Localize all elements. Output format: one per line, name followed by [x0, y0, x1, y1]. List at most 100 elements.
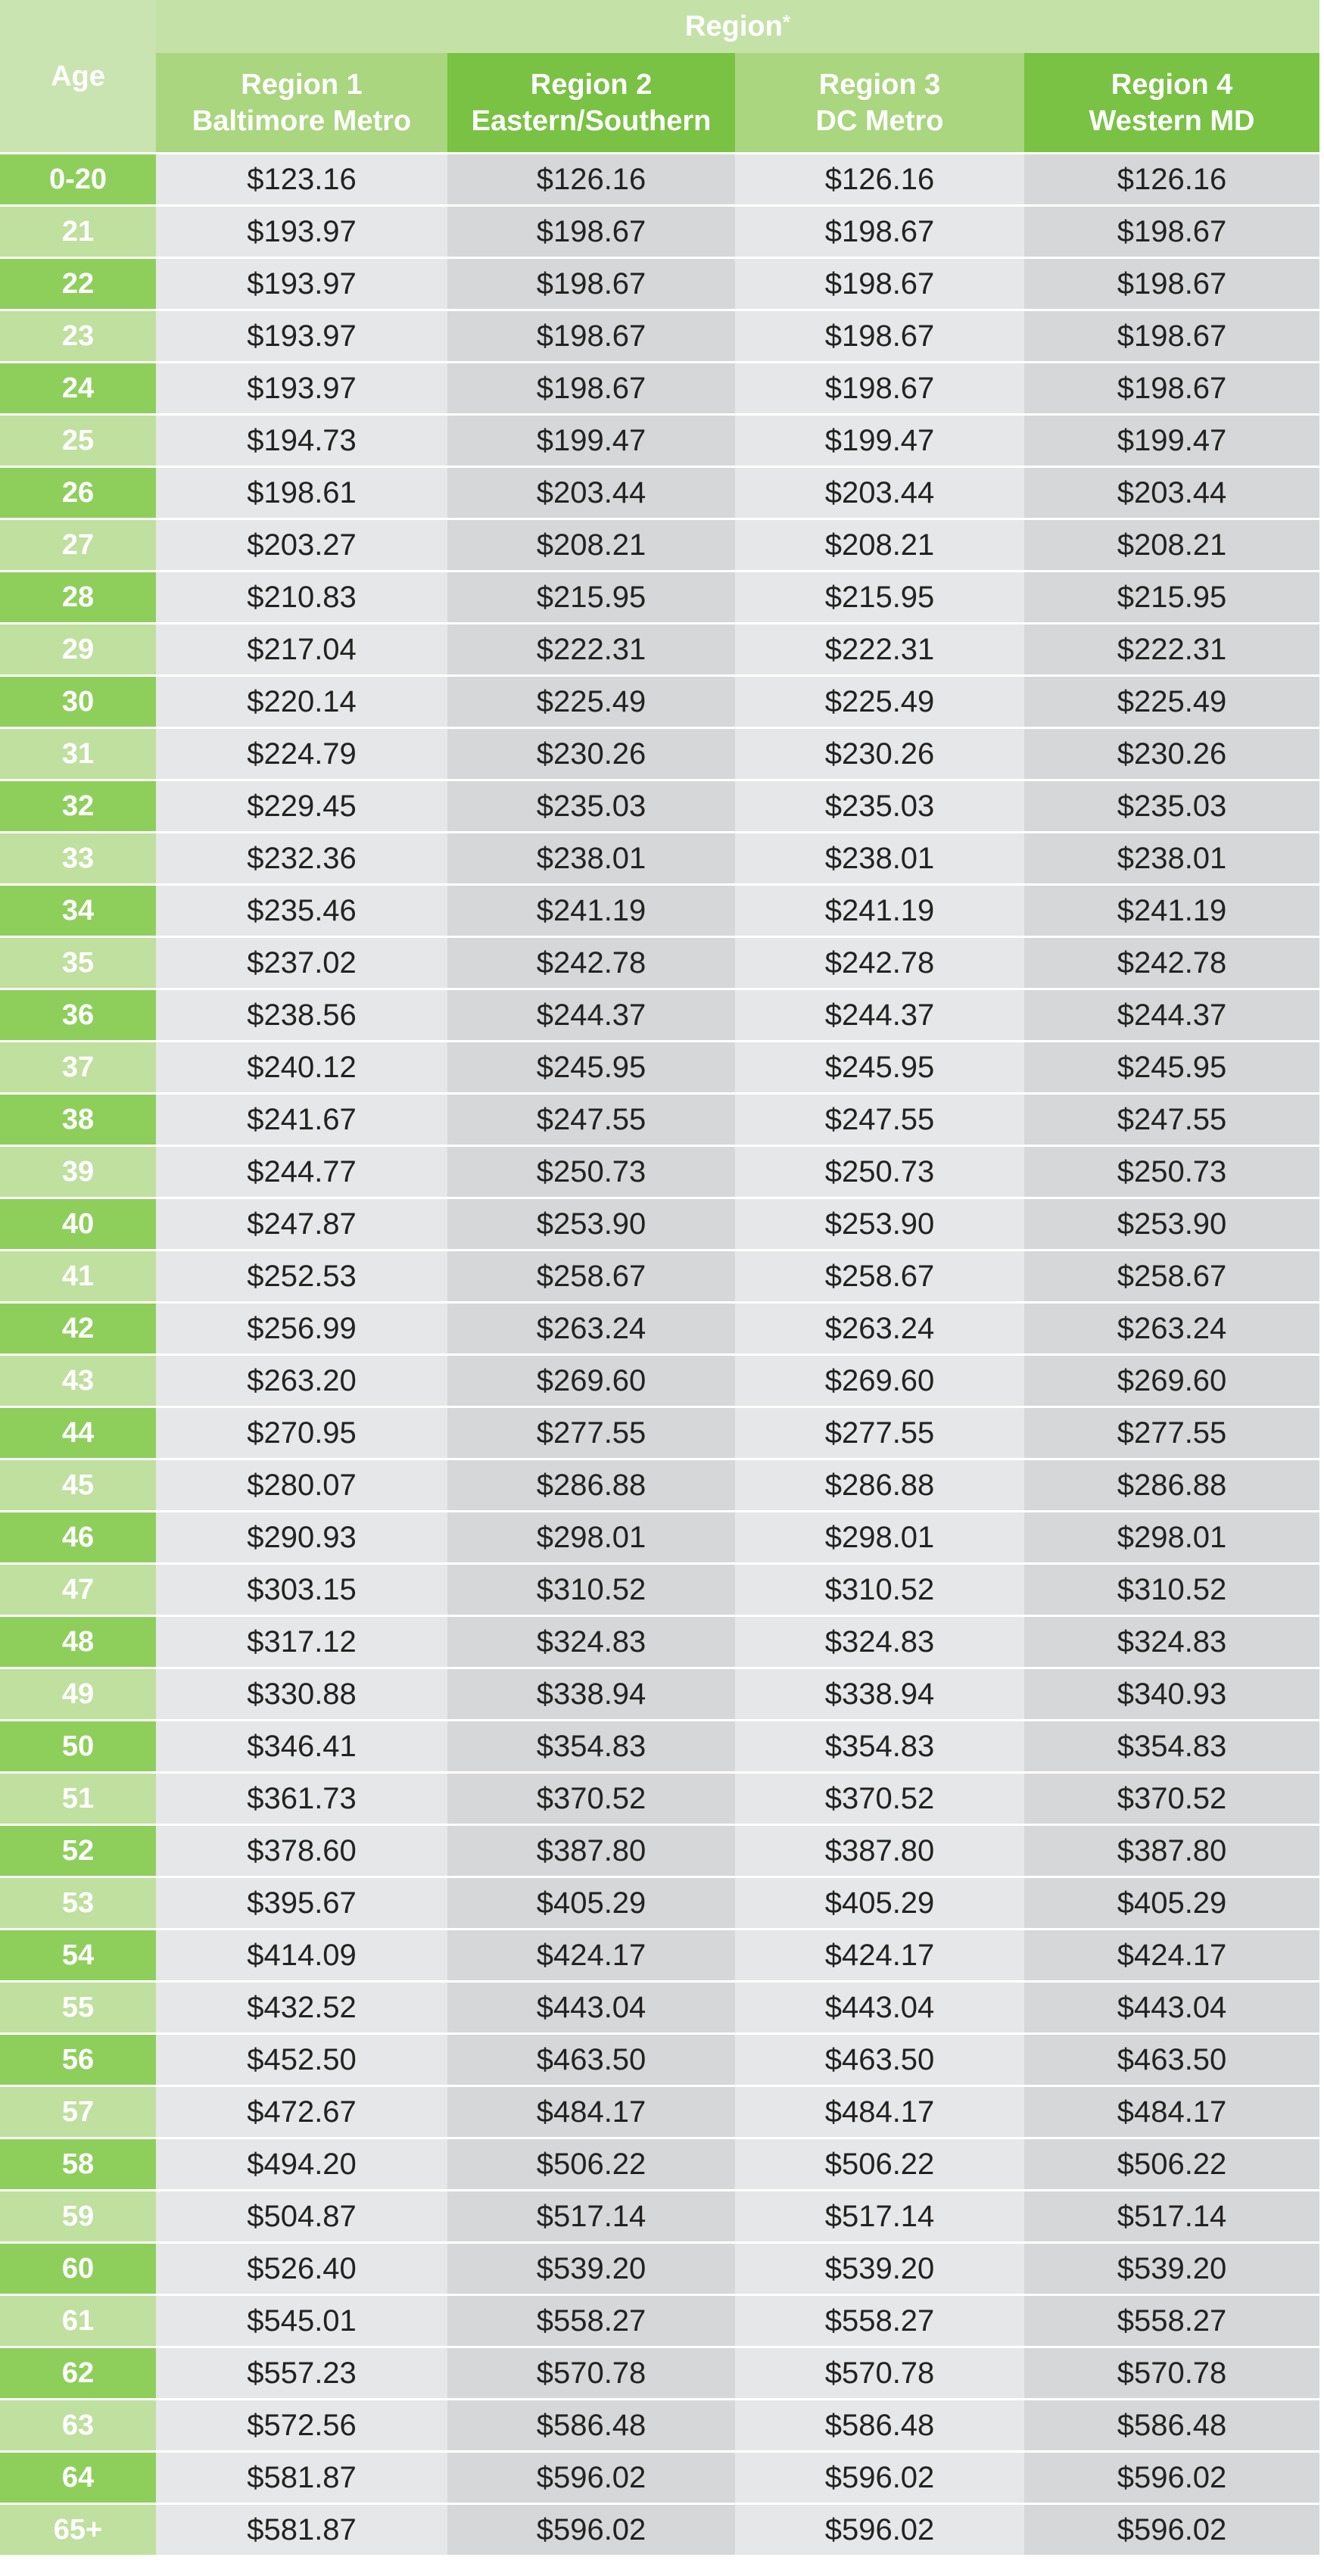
age-cell: 46	[0, 1512, 156, 1565]
rate-cell-region-2: $250.73	[447, 1147, 735, 1199]
rate-cell-region-1: $252.53	[156, 1251, 447, 1304]
rate-cell-region-3: $570.78	[735, 2348, 1024, 2400]
rate-cell-region-1: $247.87	[156, 1199, 447, 1251]
rate-cell-region-3: $215.95	[735, 572, 1024, 625]
rate-cell-region-3: $242.78	[735, 938, 1024, 990]
rate-cell-region-2: $506.22	[447, 2139, 735, 2191]
rate-cell-region-4: $258.67	[1024, 1251, 1319, 1304]
rate-cell-region-2: $198.67	[447, 363, 735, 416]
rate-cell-region-2: $225.49	[447, 677, 735, 729]
rate-cell-region-4: $310.52	[1024, 1565, 1319, 1617]
rate-cell-region-3: $258.67	[735, 1251, 1024, 1304]
age-cell: 36	[0, 990, 156, 1042]
rate-cell-region-4: $517.14	[1024, 2191, 1319, 2244]
rate-cell-region-1: $235.46	[156, 886, 447, 938]
age-cell: 62	[0, 2348, 156, 2400]
age-cell: 65+	[0, 2505, 156, 2557]
rate-cell-region-3: $596.02	[735, 2453, 1024, 2505]
age-cell: 25	[0, 416, 156, 468]
region-header-area: Eastern/Southern	[471, 104, 712, 137]
rate-cell-region-3: $247.55	[735, 1095, 1024, 1147]
rate-cell-region-1: $220.14	[156, 677, 447, 729]
rate-cell-region-1: $361.73	[156, 1774, 447, 1826]
rate-cell-region-1: $193.97	[156, 259, 447, 311]
age-cell: 33	[0, 833, 156, 886]
rate-cell-region-2: $517.14	[447, 2191, 735, 2244]
rate-cell-region-4: $245.95	[1024, 1042, 1319, 1095]
region-footnote-marker: *	[782, 10, 790, 33]
rate-cell-region-3: $405.29	[735, 1878, 1024, 1930]
rate-cell-region-1: $303.15	[156, 1565, 447, 1617]
rate-cell-region-1: $330.88	[156, 1669, 447, 1721]
rate-cell-region-4: $242.78	[1024, 938, 1319, 990]
region-header-area: Western MD	[1089, 104, 1255, 137]
age-cell: 22	[0, 259, 156, 311]
rate-cell-region-4: $405.29	[1024, 1878, 1319, 1930]
rate-cell-region-1: $198.61	[156, 468, 447, 520]
region-header-name: Region 2	[530, 68, 653, 101]
rate-cell-region-2: $286.88	[447, 1460, 735, 1512]
rate-cell-region-1: $346.41	[156, 1721, 447, 1774]
rate-cell-region-4: $286.88	[1024, 1460, 1319, 1512]
rate-cell-region-3: $539.20	[735, 2244, 1024, 2296]
rate-cell-region-1: $414.09	[156, 1930, 447, 1983]
rate-cell-region-1: $494.20	[156, 2139, 447, 2191]
rate-cell-region-2: $230.26	[447, 729, 735, 781]
rate-cell-region-3: $424.17	[735, 1930, 1024, 1983]
rate-cell-region-2: $198.67	[447, 207, 735, 259]
rate-cell-region-3: $235.03	[735, 781, 1024, 833]
rate-cell-region-3: $310.52	[735, 1565, 1024, 1617]
rate-cell-region-2: $235.03	[447, 781, 735, 833]
rate-cell-region-1: $203.27	[156, 520, 447, 572]
rate-cell-region-2: $215.95	[447, 572, 735, 625]
rate-cell-region-3: $225.49	[735, 677, 1024, 729]
rate-cell-region-3: $238.01	[735, 833, 1024, 886]
rate-cell-region-3: $198.67	[735, 363, 1024, 416]
rate-cell-region-2: $222.31	[447, 625, 735, 677]
rate-cell-region-2: $370.52	[447, 1774, 735, 1826]
age-cell: 27	[0, 520, 156, 572]
rate-cell-region-4: $222.31	[1024, 625, 1319, 677]
rate-cell-region-1: $504.87	[156, 2191, 447, 2244]
rate-cell-region-2: $424.17	[447, 1930, 735, 1983]
rate-cell-region-1: $238.56	[156, 990, 447, 1042]
age-cell: 61	[0, 2296, 156, 2348]
age-cell: 55	[0, 1983, 156, 2035]
age-cell: 35	[0, 938, 156, 990]
rate-cell-region-3: $203.44	[735, 468, 1024, 520]
age-cell: 44	[0, 1408, 156, 1460]
rate-cell-region-4: $354.83	[1024, 1721, 1319, 1774]
rate-cell-region-2: $298.01	[447, 1512, 735, 1565]
rate-cell-region-3: $263.24	[735, 1304, 1024, 1356]
rate-cell-region-4: $208.21	[1024, 520, 1319, 572]
rate-cell-region-3: $222.31	[735, 625, 1024, 677]
age-cell: 26	[0, 468, 156, 520]
rate-cell-region-4: $225.49	[1024, 677, 1319, 729]
rate-cell-region-3: $208.21	[735, 520, 1024, 572]
rate-cell-region-1: $232.36	[156, 833, 447, 886]
age-cell: 28	[0, 572, 156, 625]
region-4-header: Region 4 Western MD	[1024, 53, 1319, 154]
rate-cell-region-3: $387.80	[735, 1826, 1024, 1878]
rate-cell-region-1: $270.95	[156, 1408, 447, 1460]
rate-cell-region-4: $198.67	[1024, 363, 1319, 416]
region-group-header: Region *	[156, 0, 1319, 53]
rate-cell-region-4: $443.04	[1024, 1983, 1319, 2035]
rate-cell-region-2: $203.44	[447, 468, 735, 520]
region-header-name: Region 1	[241, 68, 363, 101]
rate-cell-region-3: $484.17	[735, 2087, 1024, 2139]
age-cell: 34	[0, 886, 156, 938]
rate-cell-region-4: $269.60	[1024, 1356, 1319, 1408]
rate-cell-region-4: $238.01	[1024, 833, 1319, 886]
rate-cell-region-1: $193.97	[156, 207, 447, 259]
rate-cell-region-3: $198.67	[735, 259, 1024, 311]
rate-cell-region-2: $338.94	[447, 1669, 735, 1721]
rate-cell-region-1: $263.20	[156, 1356, 447, 1408]
age-cell: 43	[0, 1356, 156, 1408]
rate-cell-region-1: $210.83	[156, 572, 447, 625]
rate-cell-region-1: $193.97	[156, 363, 447, 416]
rate-cell-region-1: $229.45	[156, 781, 447, 833]
age-cell: 58	[0, 2139, 156, 2191]
region-header-area: DC Metro	[815, 104, 944, 137]
rate-cell-region-4: $247.55	[1024, 1095, 1319, 1147]
